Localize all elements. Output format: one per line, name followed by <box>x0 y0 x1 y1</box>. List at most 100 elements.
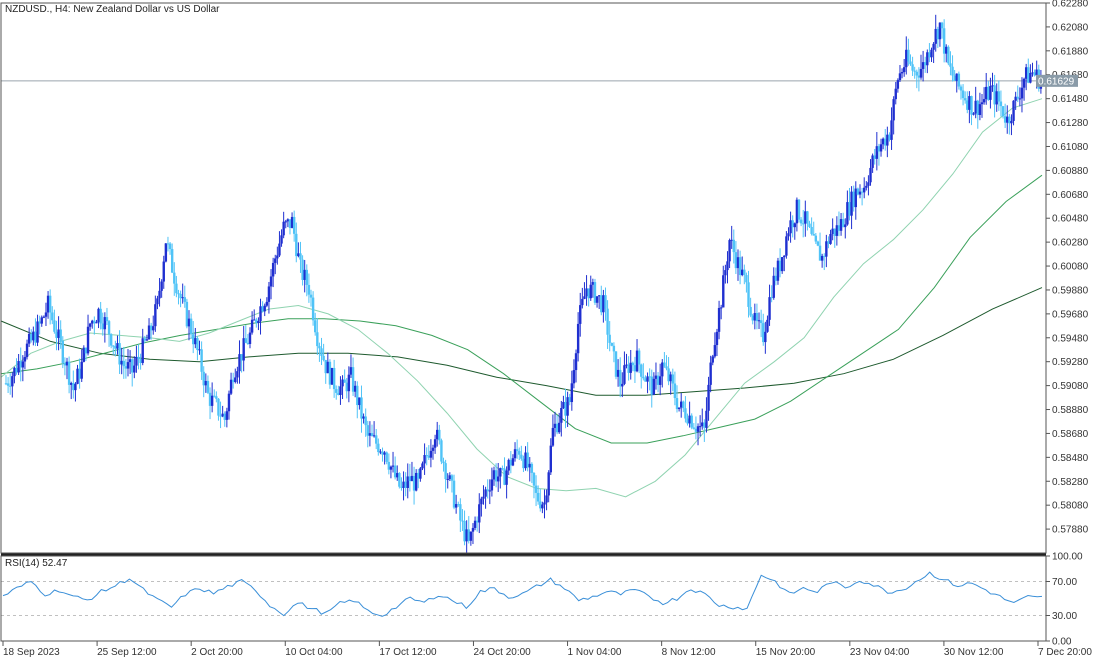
candle-body <box>627 364 630 373</box>
candle-body <box>854 188 857 208</box>
candle-body <box>389 466 393 470</box>
y-tick-label: 0.60680 <box>1052 190 1089 201</box>
candle-body <box>316 332 319 347</box>
candle-body <box>328 361 332 385</box>
candle-body <box>711 356 714 363</box>
candle-body <box>974 100 977 114</box>
candle-body <box>396 473 399 478</box>
candle-body <box>623 365 626 384</box>
candle-body <box>713 345 717 357</box>
candle-body <box>597 295 601 297</box>
x-tick-label: 18 Sep 2023 <box>3 647 60 658</box>
y-tick-label: 0.58880 <box>1052 405 1089 416</box>
candle-body <box>732 239 735 253</box>
candle-body <box>690 415 693 428</box>
candle-body <box>51 312 54 321</box>
candle-body <box>959 86 963 91</box>
candle-body <box>978 104 982 116</box>
candle-body <box>377 443 380 453</box>
candle-body <box>793 223 796 228</box>
candle-body <box>930 49 933 58</box>
candle-body <box>360 397 363 419</box>
candle-body <box>162 261 165 282</box>
ma-slow-line <box>0 287 1043 396</box>
candle-body <box>963 98 967 101</box>
candle-body <box>1022 78 1026 88</box>
candle-body <box>802 223 805 225</box>
candle-body <box>59 329 62 341</box>
candle-body <box>231 379 235 383</box>
candle-body <box>419 468 422 479</box>
candle-body <box>745 275 748 283</box>
candle-body <box>356 385 359 406</box>
candle-body <box>429 450 433 458</box>
candle-body <box>400 486 403 488</box>
candle-body <box>549 445 552 473</box>
candle-body <box>414 472 418 491</box>
candle-body <box>780 257 784 272</box>
candle-body <box>263 305 266 312</box>
candle-body <box>585 288 588 297</box>
price-axis: 0.622800.620800.618800.616800.614800.612… <box>1046 0 1089 648</box>
candle-body <box>324 360 327 374</box>
candle-body <box>747 282 750 307</box>
candle-body <box>103 317 107 330</box>
candle-body <box>684 408 687 419</box>
candle-body <box>957 73 961 87</box>
candle-body <box>831 228 834 235</box>
candle-body <box>1031 72 1034 74</box>
candle-body <box>558 422 561 433</box>
candle-body <box>715 331 719 346</box>
candle-body <box>372 435 376 437</box>
candle-body <box>606 308 609 335</box>
candle-body <box>406 476 409 488</box>
y-tick-label: 0.59080 <box>1052 381 1089 392</box>
y-tick-label: 0.57880 <box>1052 525 1089 536</box>
candle-body <box>658 376 662 385</box>
candle-body <box>145 339 149 341</box>
candle-body <box>673 383 677 399</box>
y-tick-label: 0.59680 <box>1052 309 1089 320</box>
candle-body <box>724 270 727 276</box>
candle-body <box>9 385 12 387</box>
candle-body <box>1010 120 1013 124</box>
candle-body <box>791 220 794 228</box>
y-tick-label: 0.59880 <box>1052 285 1089 296</box>
candle-body <box>934 28 937 44</box>
candle-body <box>753 312 757 321</box>
x-tick-label: 23 Nov 04:00 <box>850 647 910 658</box>
candle-body <box>1033 72 1036 76</box>
candle-body <box>259 306 262 322</box>
candle-body <box>942 28 946 54</box>
candle-body <box>797 199 801 220</box>
candle-body <box>88 323 92 327</box>
ma-fast-line <box>0 98 1043 498</box>
candle-body <box>438 429 441 441</box>
candle-body <box>924 62 927 66</box>
candle-body <box>852 191 855 208</box>
candle-body <box>926 52 929 66</box>
candle-body <box>595 296 599 303</box>
candle-body <box>692 427 696 429</box>
y-tick-label: 0.61280 <box>1052 118 1089 129</box>
candle-body <box>27 333 31 344</box>
candle-body <box>640 364 643 377</box>
candle-body <box>938 22 942 40</box>
candle-body <box>698 426 702 428</box>
candle-body <box>30 333 33 341</box>
candle-body <box>152 326 155 331</box>
candle-body <box>589 284 592 299</box>
candle-body <box>770 297 773 299</box>
candle-body <box>375 435 378 444</box>
candle-body <box>486 489 489 491</box>
candle-body <box>816 241 820 246</box>
candle-body <box>871 155 874 168</box>
candle-body <box>166 243 170 245</box>
candle-body <box>1020 87 1024 99</box>
candle-body <box>463 521 466 542</box>
candle-body <box>560 408 563 423</box>
candle-body <box>881 138 885 145</box>
candle-body <box>484 489 487 497</box>
candle-body <box>566 397 569 416</box>
candle-body <box>450 475 454 481</box>
